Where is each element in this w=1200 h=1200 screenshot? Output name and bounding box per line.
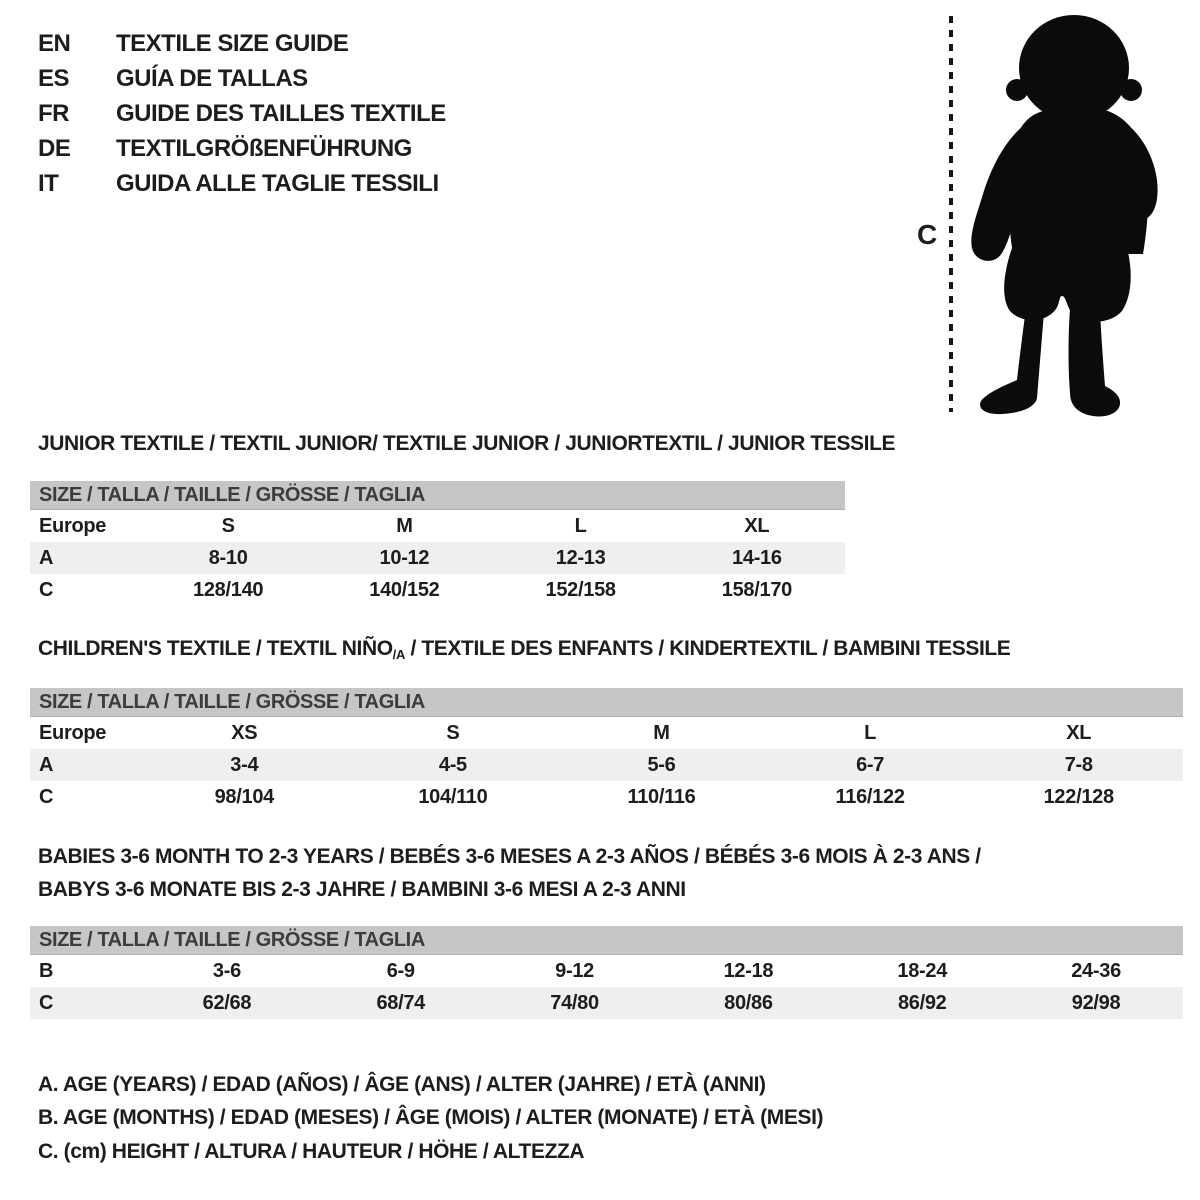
table-header-size: SIZE / TALLA / TAILLE / GRÖSSE / TAGLIA — [30, 481, 845, 510]
age-cell: 3-4 — [230, 753, 259, 776]
measure-label-c: C — [917, 219, 937, 250]
language-row-en: EN TEXTILE SIZE GUIDE — [38, 26, 446, 61]
children-title-pre: CHILDREN'S TEXTILE / TEXTIL NIÑO — [38, 637, 393, 660]
row-label: A — [39, 753, 54, 776]
table-row-europe: Europe XS S M L XL — [30, 717, 1183, 749]
children-section-title: CHILDREN'S TEXTILE / TEXTIL NIÑO/A / TEX… — [38, 637, 1011, 662]
height-cell: 86/92 — [897, 991, 947, 1014]
toddler-silhouette-icon: C — [917, 15, 1158, 417]
height-cell: 68/74 — [376, 991, 426, 1014]
language-code: IT — [38, 169, 59, 197]
language-title: TEXTILE SIZE GUIDE — [116, 29, 349, 57]
height-cell: 98/104 — [214, 785, 275, 808]
height-measure-figure: C — [903, 8, 1165, 420]
toddler-silhouette — [971, 15, 1158, 417]
age-cell: 18-24 — [897, 959, 948, 982]
row-label: C — [39, 578, 54, 601]
size-cell: M — [396, 514, 413, 537]
language-code: ES — [38, 64, 70, 92]
junior-size-table: SIZE / TALLA / TAILLE / GRÖSSE / TAGLIA … — [30, 481, 845, 606]
height-cell: 128/140 — [193, 578, 264, 601]
table-header-size: SIZE / TALLA / TAILLE / GRÖSSE / TAGLIA — [30, 688, 1183, 717]
height-cell: 140/152 — [369, 578, 440, 601]
language-row-de: DE TEXTILGRÖßENFÜHRUNG — [38, 131, 446, 166]
age-cell: 3-6 — [212, 959, 241, 982]
age-cell: 7-8 — [1064, 753, 1093, 776]
language-title: GUIDE DES TAILLES TEXTILE — [116, 99, 446, 127]
row-label: Europe — [39, 721, 107, 744]
age-cell: 6-9 — [386, 959, 415, 982]
table-row-age: A 3-4 4-5 5-6 6-7 7-8 — [30, 749, 1183, 781]
age-cell: 12-18 — [723, 959, 774, 982]
language-title: TEXTILGRÖßENFÜHRUNG — [116, 134, 412, 162]
language-row-fr: FR GUIDE DES TAILLES TEXTILE — [38, 96, 446, 131]
height-cell: 122/128 — [1043, 785, 1115, 808]
row-label: C — [39, 991, 54, 1014]
table-row-age-months: B 3-6 6-9 9-12 12-18 18-24 24-36 — [30, 955, 1183, 987]
children-title-post: / TEXTILE DES ENFANTS / KINDERTEXTIL / B… — [405, 637, 1011, 660]
height-cell: 158/170 — [721, 578, 793, 601]
age-cell: 8-10 — [208, 546, 248, 569]
children-title-subscript: /A — [392, 647, 406, 662]
age-cell: 10-12 — [379, 546, 430, 569]
children-size-table: SIZE / TALLA / TAILLE / GRÖSSE / TAGLIA … — [30, 688, 1183, 813]
size-cell: S — [446, 721, 460, 744]
height-cell: 110/116 — [627, 785, 696, 808]
legend-line-c: C. (cm) HEIGHT / ALTURA / HAUTEUR / HÖHE… — [38, 1139, 585, 1163]
age-cell: 4-5 — [438, 753, 467, 776]
table-row-height: C 62/68 68/74 74/80 80/86 86/92 92/98 — [30, 987, 1183, 1019]
language-row-es: ES GUÍA DE TALLAS — [38, 61, 446, 96]
table-row-height: C 128/140 140/152 152/158 158/170 — [30, 574, 845, 606]
height-cell: 152/158 — [545, 578, 617, 601]
language-code: DE — [38, 134, 71, 162]
language-title-list: EN TEXTILE SIZE GUIDE ES GUÍA DE TALLAS … — [38, 26, 446, 201]
babies-title-line2: BABYS 3-6 MONATE BIS 2-3 JAHRE / BAMBINI… — [38, 878, 686, 901]
height-cell: 116/122 — [835, 785, 905, 808]
language-title: GUIDA ALLE TAGLIE TESSILI — [116, 169, 439, 197]
row-label: Europe — [39, 514, 107, 537]
height-cell: 104/110 — [418, 785, 488, 808]
legend-line-b: B. AGE (MONTHS) / EDAD (MESES) / ÂGE (MO… — [38, 1106, 824, 1130]
language-title: GUÍA DE TALLAS — [116, 64, 308, 92]
table-row-height: C 98/104 104/110 110/116 116/122 122/128 — [30, 781, 1183, 813]
size-cell: XS — [231, 721, 258, 744]
height-cell: 74/80 — [550, 991, 599, 1014]
babies-title-line1: BABIES 3-6 MONTH TO 2-3 YEARS / BEBÉS 3-… — [38, 845, 981, 868]
size-cell: L — [864, 721, 877, 744]
language-code: FR — [38, 99, 70, 127]
table-row-age: A 8-10 10-12 12-13 14-16 — [30, 542, 845, 574]
size-cell: M — [653, 721, 670, 744]
age-cell: 9-12 — [555, 959, 594, 982]
junior-section-title: JUNIOR TEXTILE / TEXTIL JUNIOR/ TEXTILE … — [38, 432, 896, 455]
age-cell: 12-13 — [555, 546, 606, 569]
language-code: EN — [38, 29, 71, 57]
table-row-europe: Europe S M L XL — [30, 510, 845, 542]
height-cell: 80/86 — [724, 991, 773, 1014]
age-cell: 24-36 — [1071, 959, 1121, 982]
size-cell: L — [574, 514, 587, 537]
age-cell: 14-16 — [732, 546, 782, 569]
size-cell: XL — [744, 514, 770, 537]
size-cell: XL — [1066, 721, 1092, 744]
language-row-it: IT GUIDA ALLE TAGLIE TESSILI — [38, 166, 446, 201]
row-label: B — [39, 959, 54, 982]
babies-section-title: BABIES 3-6 MONTH TO 2-3 YEARS / BEBÉS 3-… — [38, 840, 981, 906]
height-cell: 62/68 — [202, 991, 252, 1014]
legend-line-a: A. AGE (YEARS) / EDAD (AÑOS) / ÂGE (ANS)… — [38, 1072, 766, 1096]
row-label: A — [39, 546, 54, 569]
age-cell: 6-7 — [856, 753, 885, 776]
table-header-size: SIZE / TALLA / TAILLE / GRÖSSE / TAGLIA — [30, 926, 1183, 955]
height-cell: 92/98 — [1071, 991, 1121, 1014]
row-label: C — [39, 785, 54, 808]
size-cell: S — [221, 514, 235, 537]
babies-size-table: SIZE / TALLA / TAILLE / GRÖSSE / TAGLIA … — [30, 926, 1183, 1019]
measure-legend: A. AGE (YEARS) / EDAD (AÑOS) / ÂGE (ANS)… — [38, 1068, 824, 1169]
age-cell: 5-6 — [647, 753, 676, 776]
